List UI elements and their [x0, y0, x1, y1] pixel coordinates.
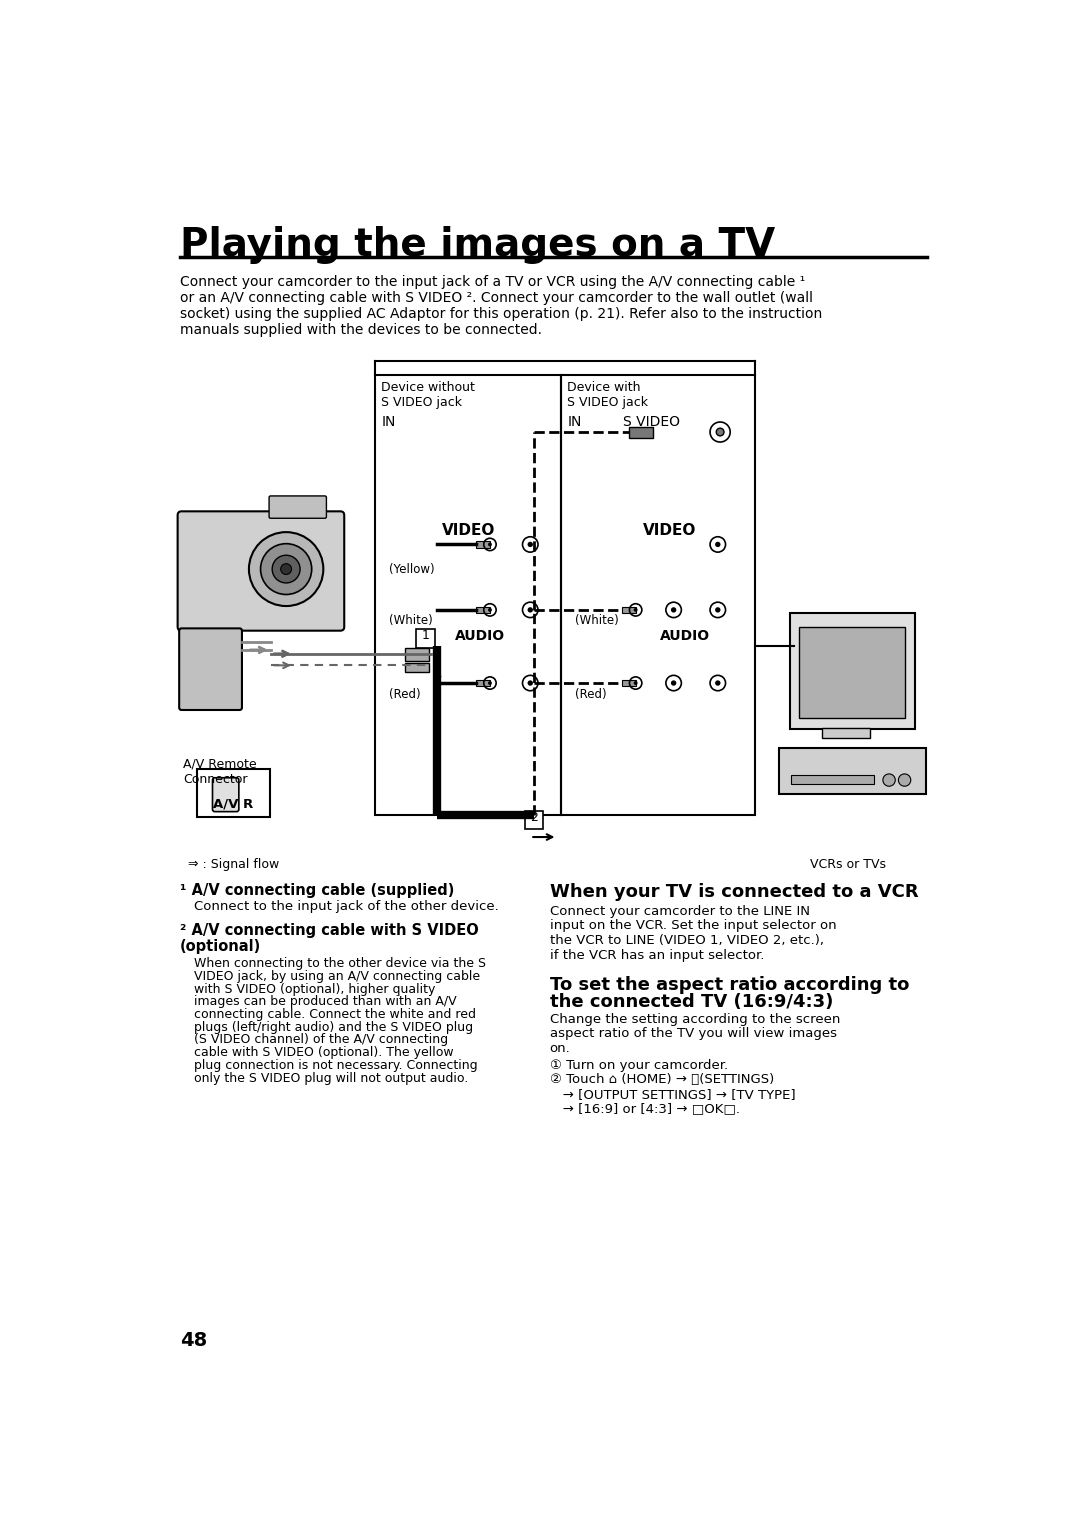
- Circle shape: [715, 542, 720, 548]
- FancyBboxPatch shape: [269, 495, 326, 518]
- Circle shape: [634, 607, 637, 612]
- Text: (S VIDEO channel) of the A/V connecting: (S VIDEO channel) of the A/V connecting: [194, 1034, 448, 1046]
- FancyBboxPatch shape: [177, 511, 345, 630]
- FancyBboxPatch shape: [197, 769, 270, 818]
- Text: S VIDEO: S VIDEO: [623, 416, 680, 430]
- Text: (Red): (Red): [389, 689, 421, 701]
- FancyBboxPatch shape: [416, 629, 435, 647]
- Bar: [476, 607, 490, 614]
- FancyBboxPatch shape: [405, 649, 429, 661]
- Text: A/V Remote
Connector: A/V Remote Connector: [183, 758, 257, 785]
- Text: A/V R: A/V R: [214, 798, 254, 811]
- Text: Playing the images on a TV: Playing the images on a TV: [180, 227, 775, 264]
- FancyBboxPatch shape: [179, 629, 242, 710]
- Text: or an A/V connecting cable with S VIDEO ². Connect your camcorder to the wall ou: or an A/V connecting cable with S VIDEO …: [180, 291, 813, 305]
- Text: ② Touch ⌂ (HOME) → ⚿(SETTINGS): ② Touch ⌂ (HOME) → ⚿(SETTINGS): [550, 1074, 774, 1086]
- Text: (Yellow): (Yellow): [389, 563, 435, 575]
- Text: with S VIDEO (optional), higher quality: with S VIDEO (optional), higher quality: [194, 983, 435, 996]
- Circle shape: [715, 607, 720, 612]
- Text: (Red): (Red): [576, 689, 607, 701]
- Text: manuals supplied with the devices to be connected.: manuals supplied with the devices to be …: [180, 324, 542, 337]
- Bar: [622, 607, 636, 614]
- FancyBboxPatch shape: [792, 775, 875, 784]
- Text: plugs (left/right audio) and the S VIDEO plug: plugs (left/right audio) and the S VIDEO…: [194, 1020, 473, 1034]
- Text: ① Turn on your camcorder.: ① Turn on your camcorder.: [550, 1058, 728, 1072]
- Text: IN: IN: [567, 416, 582, 430]
- Text: input on the VCR. Set the input selector on: input on the VCR. Set the input selector…: [550, 919, 836, 933]
- Text: IN: IN: [381, 416, 396, 430]
- Text: ² A/V connecting cable with S VIDEO: ² A/V connecting cable with S VIDEO: [180, 923, 478, 939]
- Text: VIDEO: VIDEO: [442, 523, 495, 538]
- Text: ⇒ : Signal flow: ⇒ : Signal flow: [188, 858, 279, 871]
- Circle shape: [281, 563, 292, 574]
- Text: Connect your camcorder to the LINE IN: Connect your camcorder to the LINE IN: [550, 905, 810, 917]
- Text: 1: 1: [421, 629, 430, 641]
- Circle shape: [634, 681, 637, 686]
- Text: Change the setting according to the screen: Change the setting according to the scre…: [550, 1012, 840, 1026]
- Circle shape: [527, 542, 532, 548]
- Text: connecting cable. Connect the white and red: connecting cable. Connect the white and …: [194, 1008, 476, 1022]
- Circle shape: [260, 543, 312, 595]
- Text: the connected TV (16:9/4:3): the connected TV (16:9/4:3): [550, 992, 833, 1011]
- Bar: [622, 680, 636, 686]
- Circle shape: [715, 681, 720, 686]
- Bar: [476, 542, 490, 548]
- Circle shape: [527, 607, 532, 612]
- Bar: [476, 680, 490, 686]
- Text: VIDEO: VIDEO: [643, 523, 697, 538]
- FancyBboxPatch shape: [213, 778, 239, 811]
- Text: → [OUTPUT SETTINGS] → [TV TYPE]: → [OUTPUT SETTINGS] → [TV TYPE]: [550, 1088, 795, 1101]
- Text: if the VCR has an input selector.: if the VCR has an input selector.: [550, 948, 764, 962]
- Circle shape: [899, 773, 910, 787]
- Text: (optional): (optional): [180, 939, 261, 954]
- Text: the VCR to LINE (VIDEO 1, VIDEO 2, etc.),: the VCR to LINE (VIDEO 1, VIDEO 2, etc.)…: [550, 934, 824, 946]
- Text: AUDIO: AUDIO: [660, 629, 711, 643]
- Text: ¹ A/V connecting cable (supplied): ¹ A/V connecting cable (supplied): [180, 884, 455, 899]
- Text: → [16:9] or [4:3] → □OK□.: → [16:9] or [4:3] → □OK□.: [550, 1103, 740, 1115]
- Text: Connect your camcorder to the input jack of a TV or VCR using the A/V connecting: Connect your camcorder to the input jack…: [180, 275, 806, 288]
- Circle shape: [671, 607, 676, 612]
- Text: socket) using the supplied AC Adaptor for this operation (p. 21). Refer also to : socket) using the supplied AC Adaptor fo…: [180, 307, 822, 321]
- Text: 2: 2: [530, 810, 538, 824]
- FancyBboxPatch shape: [799, 627, 905, 718]
- FancyBboxPatch shape: [779, 749, 926, 795]
- Text: on.: on.: [550, 1042, 570, 1055]
- Text: Device without
S VIDEO jack: Device without S VIDEO jack: [381, 382, 475, 410]
- Text: VCRs or TVs: VCRs or TVs: [810, 858, 886, 871]
- Text: To set the aspect ratio according to: To set the aspect ratio according to: [550, 976, 909, 994]
- Text: When connecting to the other device via the S: When connecting to the other device via …: [194, 957, 486, 969]
- FancyBboxPatch shape: [525, 811, 543, 830]
- Text: (White): (White): [389, 614, 433, 627]
- Circle shape: [882, 773, 895, 787]
- Text: VIDEO jack, by using an A/V connecting cable: VIDEO jack, by using an A/V connecting c…: [194, 969, 480, 983]
- Circle shape: [527, 681, 532, 686]
- Circle shape: [671, 681, 676, 686]
- Text: images can be produced than with an A/V: images can be produced than with an A/V: [194, 996, 457, 1008]
- Circle shape: [488, 681, 491, 686]
- Text: only the S VIDEO plug will not output audio.: only the S VIDEO plug will not output au…: [194, 1072, 468, 1085]
- Bar: [630, 428, 652, 439]
- Text: cable with S VIDEO (optional). The yellow: cable with S VIDEO (optional). The yello…: [194, 1046, 454, 1058]
- Text: 48: 48: [180, 1332, 207, 1350]
- Text: When your TV is connected to a VCR: When your TV is connected to a VCR: [550, 884, 918, 902]
- Circle shape: [488, 607, 491, 612]
- Circle shape: [272, 555, 300, 583]
- Text: AUDIO: AUDIO: [455, 629, 505, 643]
- Circle shape: [716, 428, 724, 436]
- Circle shape: [488, 543, 491, 546]
- FancyBboxPatch shape: [405, 663, 429, 672]
- FancyBboxPatch shape: [823, 727, 870, 738]
- Text: aspect ratio of the TV you will view images: aspect ratio of the TV you will view ima…: [550, 1028, 837, 1040]
- Text: Device with
S VIDEO jack: Device with S VIDEO jack: [567, 382, 648, 410]
- FancyBboxPatch shape: [789, 614, 915, 729]
- Text: (White): (White): [576, 614, 619, 627]
- Text: Connect to the input jack of the other device.: Connect to the input jack of the other d…: [194, 900, 499, 913]
- Text: plug connection is not necessary. Connecting: plug connection is not necessary. Connec…: [194, 1058, 477, 1072]
- Circle shape: [248, 532, 323, 606]
